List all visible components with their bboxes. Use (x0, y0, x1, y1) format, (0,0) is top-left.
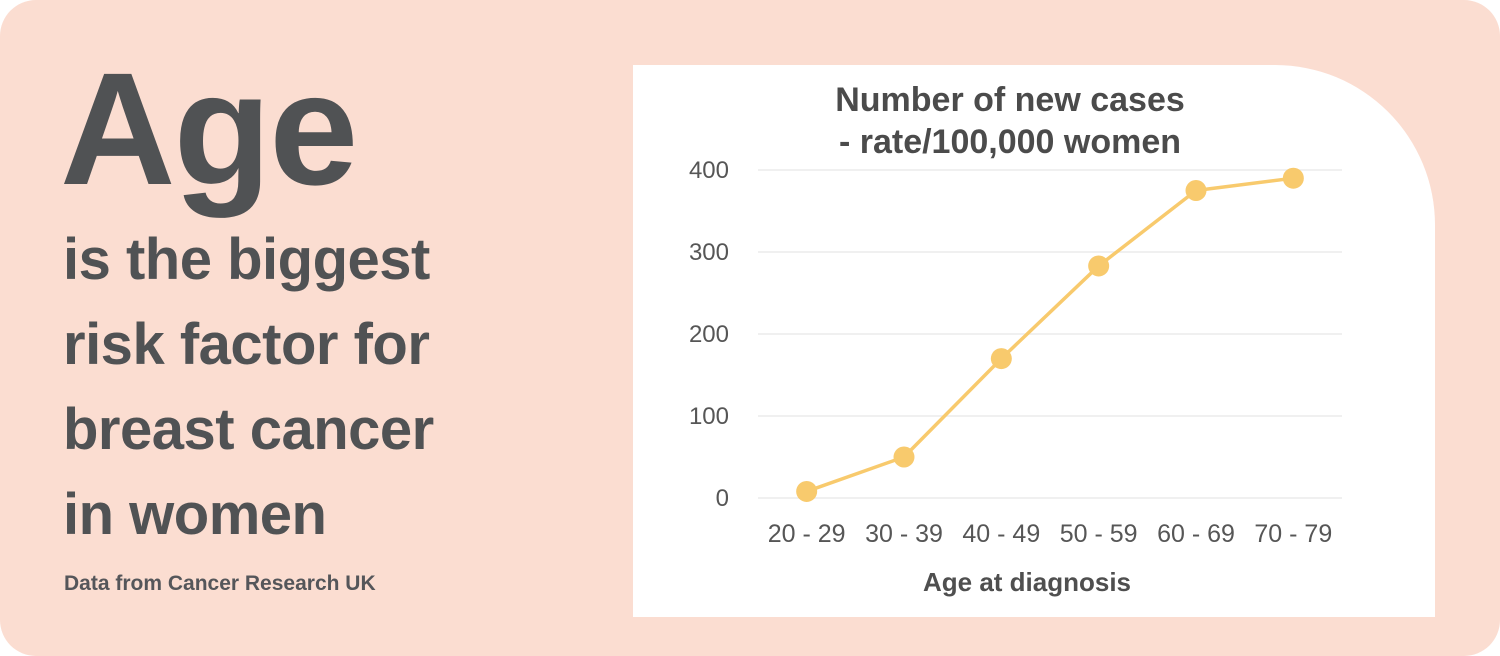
data-point (1185, 180, 1207, 201)
x-tick-label: 70 - 79 (1254, 520, 1332, 548)
x-tick-label: 20 - 29 (768, 520, 846, 548)
subheadline-line: risk factor for (63, 312, 430, 377)
x-tick-label: 40 - 49 (962, 520, 1040, 548)
x-tick-label: 50 - 59 (1060, 520, 1138, 548)
subheadline: is the biggest risk factor for breast ca… (63, 217, 434, 557)
data-line (804, 176, 1296, 494)
data-point (796, 480, 818, 502)
data-point (1088, 255, 1110, 277)
subheadline-line: in women (63, 482, 327, 547)
y-tick-label: 200 (689, 321, 729, 348)
y-tick-label: 400 (689, 157, 729, 184)
subheadline-line: breast cancer (63, 397, 434, 462)
subheadline-line: is the biggest (63, 227, 430, 292)
y-tick-label: 100 (689, 403, 729, 430)
chart-panel: 0 100 200 300 400 20 - 29 30 - 39 40 - 49 50 - 5… (633, 65, 1435, 617)
data-point (990, 348, 1012, 370)
x-tick-label: 60 - 69 (1157, 520, 1235, 548)
data-point (893, 446, 915, 468)
y-tick-label: 300 (689, 239, 729, 266)
y-tick-label: 0 (716, 485, 729, 512)
cases-line-chart: 0 100 200 300 400 20 - 29 30 - 39 40 - 49 50 - 5… (689, 157, 1342, 548)
x-tick-label: 30 - 39 (865, 520, 943, 548)
chart-title-line: - rate/100,000 women (838, 123, 1182, 161)
data-point (1282, 167, 1304, 189)
data-source-caption: Data from Cancer Research UK (64, 572, 376, 595)
chart-title: Number of new cases - rate/100,000 women (835, 79, 1185, 163)
chart-title-line: Number of new cases (835, 81, 1185, 119)
headline: Age (60, 39, 358, 218)
x-axis-title: Age at diagnosis (922, 567, 1132, 597)
